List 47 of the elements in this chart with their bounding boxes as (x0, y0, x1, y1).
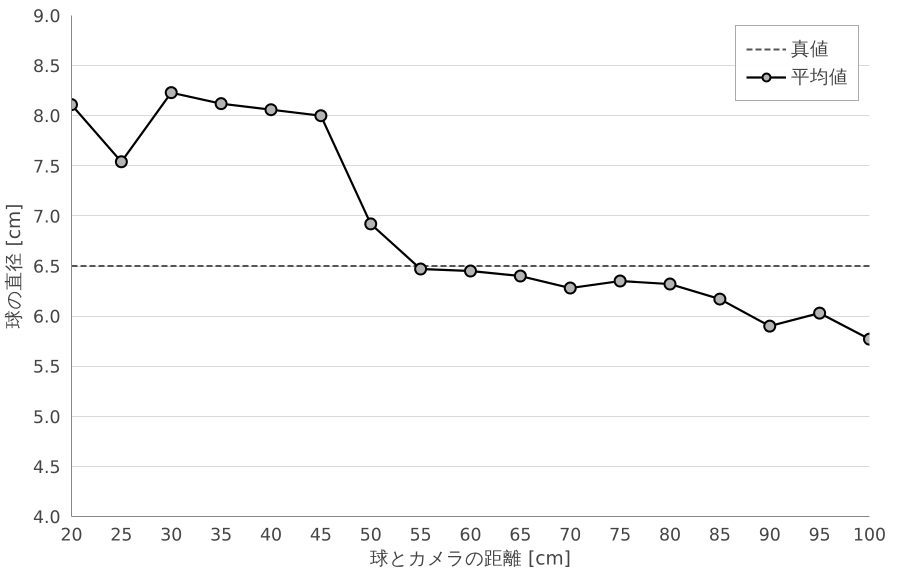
y-tick-label: 6.5 (32, 258, 61, 278)
y-tick-label: 4.0 (32, 508, 61, 528)
point (264, 103, 278, 116)
x-tick-label: 95 (808, 526, 831, 546)
y-tick-label: 8.0 (32, 107, 61, 128)
x-tick-label: 65 (509, 526, 532, 546)
x-axis-title: 球とカメラの距離 [cm] (370, 548, 571, 570)
point (214, 97, 228, 110)
point (614, 274, 627, 288)
point (763, 320, 776, 333)
x-tick-label: 75 (609, 526, 632, 546)
y-axis-title: 球の直径 [cm] (4, 204, 25, 328)
y-tick-label: 6.0 (32, 308, 61, 328)
point (314, 109, 328, 122)
point (713, 292, 726, 306)
point (464, 264, 477, 278)
x-tick-label: 40 (260, 526, 282, 546)
point (414, 262, 428, 276)
x-tick-label: 55 (410, 526, 432, 546)
point (164, 86, 178, 100)
legend-label: 平均値 (791, 66, 848, 90)
point (514, 270, 527, 283)
y-tick-label: 7.0 (32, 207, 61, 228)
x-tick-label: 20 (60, 526, 83, 546)
x-tick-label: 80 (658, 526, 682, 546)
point (364, 217, 378, 230)
point (664, 278, 676, 291)
x-tick-label: 70 (559, 526, 582, 546)
y-tick-label: 7.5 (32, 157, 61, 178)
x-tick-label: 50 (360, 526, 382, 546)
x-tick-label: 90 (758, 526, 781, 546)
x-tick-label: 35 (210, 526, 232, 546)
point (114, 155, 128, 168)
y-tick-label: 5.5 (32, 358, 61, 378)
x-tick-label: 100 (852, 526, 886, 546)
point (564, 282, 577, 295)
x-tick-label: 85 (708, 526, 731, 546)
x-tick-label: 25 (110, 526, 132, 546)
y-tick-label: 8.5 (32, 57, 61, 78)
point (813, 306, 826, 320)
y-tick-label: 9.0 (32, 7, 61, 27)
x-tick-label: 30 (160, 526, 182, 546)
x-tick-label: 45 (310, 526, 332, 546)
x-tick-label: 60 (459, 526, 482, 546)
legend-label: 真値 (791, 38, 829, 62)
y-tick-label: 5.0 (32, 408, 61, 428)
y-tick-label: 4.5 (32, 458, 61, 478)
